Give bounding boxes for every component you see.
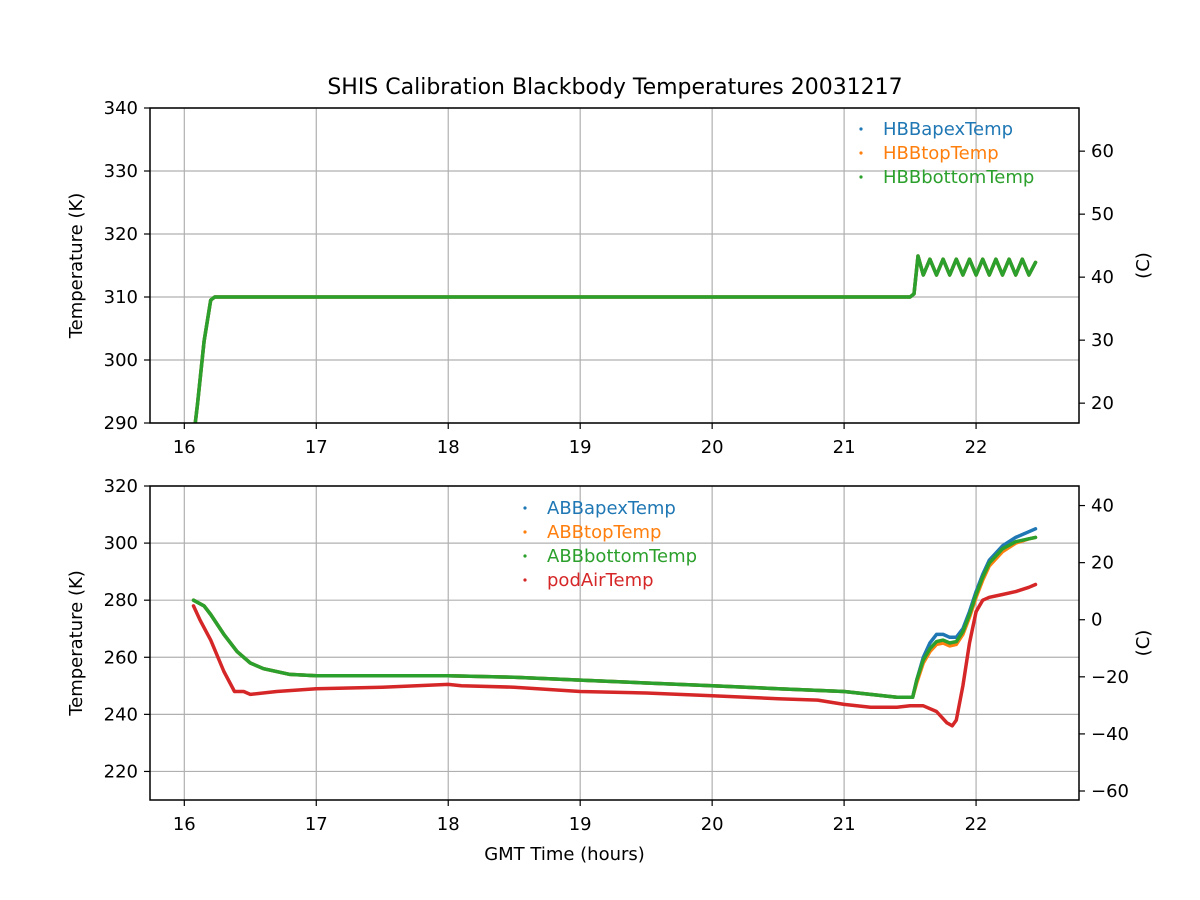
legend-marker: [523, 530, 527, 534]
y-tick-label: 320: [104, 476, 138, 497]
y-right-axis-label: (C): [1133, 252, 1154, 279]
y-axis-label: Temperature (K): [66, 570, 87, 717]
legend-marker: [523, 506, 527, 510]
y-right-tick-label: 60: [1091, 141, 1114, 162]
x-tick-label: 20: [701, 814, 724, 835]
y-tick-label: 330: [104, 161, 138, 182]
y-tick-label: 310: [104, 287, 138, 308]
series-podAirTemp: [191, 582, 1038, 728]
legend-label: ABBtopTemp: [547, 522, 661, 543]
x-tick-label: 19: [569, 814, 592, 835]
y-right-tick-label: 40: [1091, 267, 1114, 288]
series-group: [193, 254, 1038, 423]
legend-label: ABBapexTemp: [547, 498, 676, 519]
x-tick-label: 18: [437, 437, 460, 458]
legend-label: HBBtopTemp: [883, 143, 999, 164]
y-tick-label: 290: [104, 413, 138, 434]
y-right-tick-label: −20: [1091, 667, 1129, 688]
legend-label: HBBbottomTemp: [883, 167, 1034, 188]
x-tick-label: 18: [437, 814, 460, 835]
x-tick-label: 16: [173, 437, 196, 458]
y-tick-label: 220: [104, 761, 138, 782]
axes-frame: [149, 107, 1080, 424]
x-tick-label: 22: [965, 814, 988, 835]
y-tick-label: 340: [104, 98, 138, 119]
y-right-tick-label: 40: [1091, 496, 1114, 517]
y-right-tick-label: 0: [1091, 610, 1102, 631]
legend-label: ABBbottomTemp: [547, 546, 697, 567]
y-tick-label: 240: [104, 704, 138, 725]
y-right-tick-label: −40: [1091, 724, 1129, 745]
x-tick-label: 19: [569, 437, 592, 458]
series-ABBbottomTemp: [191, 535, 1038, 699]
x-tick-label: 20: [701, 437, 724, 458]
x-tick-label: 17: [305, 437, 328, 458]
legend-label: podAirTemp: [547, 570, 654, 591]
y-tick-label: 260: [104, 647, 138, 668]
y-tick-label: 280: [104, 590, 138, 611]
x-tick-label: 16: [173, 814, 196, 835]
x-tick-label: 17: [305, 814, 328, 835]
y-right-tick-label: 20: [1091, 393, 1114, 414]
axes-frame: [149, 485, 1080, 801]
x-tick-label: 22: [965, 437, 988, 458]
legend-marker: [523, 578, 527, 582]
y-right-tick-label: −60: [1091, 781, 1129, 802]
y-axis-label: Temperature (K): [66, 193, 87, 340]
legend-marker: [859, 175, 863, 179]
figure-title: SHIS Calibration Blackbody Temperatures …: [327, 75, 902, 100]
y-tick-label: 300: [104, 533, 138, 554]
hbb-chart: 16 17 18 19 20 21 22 290 300 310 320 330 340 20 30 40 50…: [66, 98, 1154, 458]
x-tick-label: 21: [833, 437, 856, 458]
legend-marker: [859, 151, 863, 155]
abb-chart: 16 17 18 19 20 21 22 220 240 260 280 300 320 −60 −40 −2…: [66, 476, 1154, 865]
y-tick-label: 320: [104, 224, 138, 245]
y-right-axis-label: (C): [1133, 630, 1154, 657]
legend-marker: [523, 554, 527, 558]
series-HBBbottomTemp: [193, 254, 1038, 423]
x-tick-label: 21: [833, 814, 856, 835]
y-right-tick-label: 20: [1091, 553, 1114, 574]
y-right-tick-label: 30: [1091, 330, 1114, 351]
legend-label: HBBapexTemp: [883, 119, 1013, 140]
x-axis-label: GMT Time (hours): [484, 844, 645, 865]
legend-marker: [859, 127, 863, 131]
y-tick-label: 300: [104, 350, 138, 371]
y-right-tick-label: 50: [1091, 204, 1114, 225]
series-group: [191, 527, 1038, 728]
panels: 16 17 18 19 20 21 22 290 300 310 320 330 340 20 30 40 50…: [66, 98, 1154, 865]
